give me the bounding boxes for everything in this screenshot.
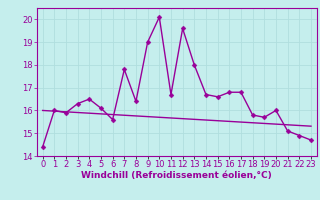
X-axis label: Windchill (Refroidissement éolien,°C): Windchill (Refroidissement éolien,°C) bbox=[81, 171, 272, 180]
